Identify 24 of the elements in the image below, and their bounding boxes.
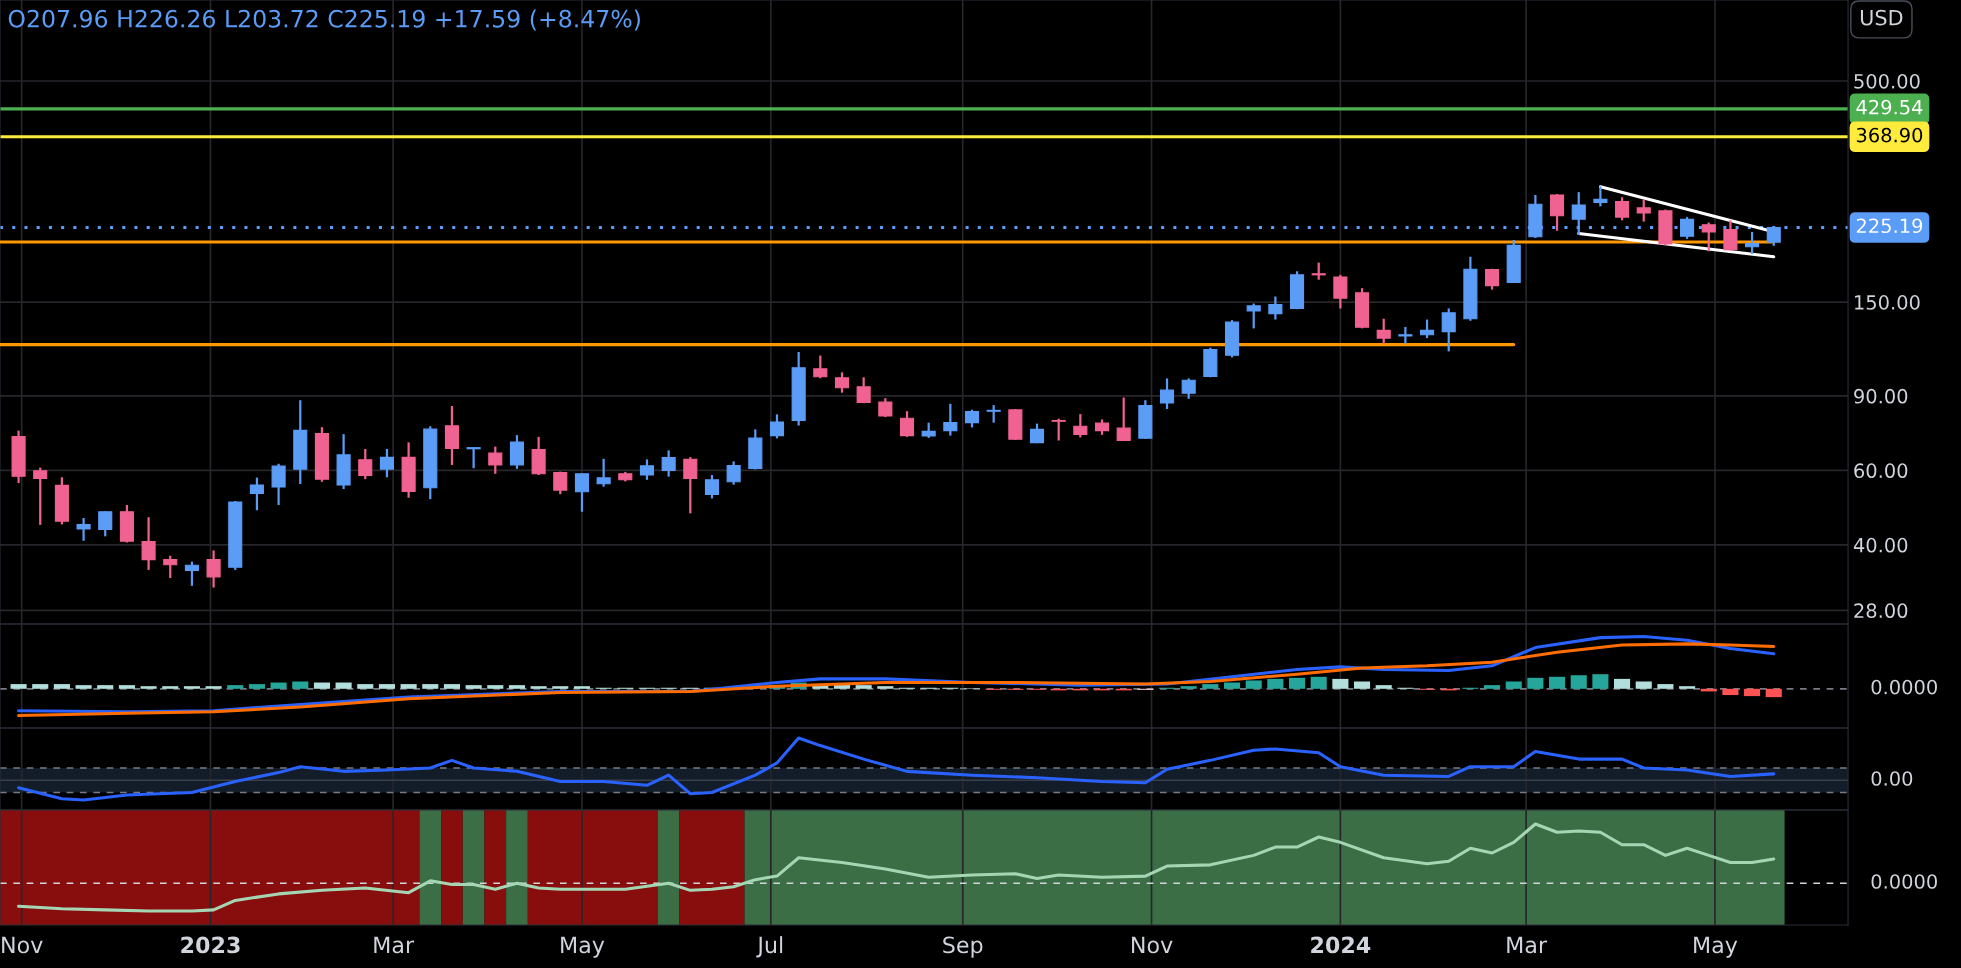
x-tick-label: Jul bbox=[756, 936, 783, 958]
x-tick-label: Nov bbox=[2, 936, 43, 954]
ref-line-label: 429.54 bbox=[1856, 99, 1923, 115]
x-tick-label: Mar bbox=[374, 936, 415, 954]
x-tick-label: Sep bbox=[943, 936, 983, 958]
y-tick-label: 90.00 bbox=[1854, 388, 1908, 404]
x-tick-label: 2024 bbox=[1311, 936, 1371, 954]
x-tick-label: May bbox=[1694, 936, 1738, 958]
ref-line-label: 0.0000 bbox=[1871, 874, 1937, 889]
chart-title: O207.96 H226.26 L203.72 C225.19 +17.59 (+8.47%) bbox=[8, 9, 640, 31]
x-tick-label: 2023 bbox=[181, 936, 240, 954]
y-tick-label: 40.00 bbox=[1853, 537, 1908, 553]
ref-line-label: 0.00 bbox=[1871, 771, 1913, 786]
ref-line-label: 0.0000 bbox=[1871, 679, 1937, 695]
text: USD bbox=[1860, 9, 1903, 26]
x-tick-label: Nov bbox=[1132, 936, 1173, 954]
ref-line-label: 225.19 bbox=[1856, 218, 1923, 234]
ref-line-label: 368.90 bbox=[1856, 127, 1923, 143]
x-tick-label: Mar bbox=[1507, 936, 1548, 954]
y-tick-label: 60.00 bbox=[1854, 463, 1908, 479]
y-tick-label: 500.00 bbox=[1854, 73, 1920, 89]
x-tick-label: May bbox=[561, 936, 605, 958]
y-tick-label: 150.00 bbox=[1855, 295, 1920, 310]
y-tick-label: 28.00 bbox=[1854, 603, 1908, 619]
